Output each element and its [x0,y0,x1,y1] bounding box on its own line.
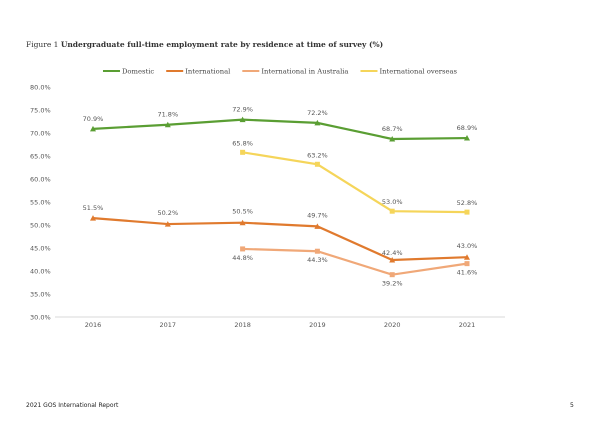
x-tick-label: 2018 [234,321,251,329]
y-tick-label: 50.0% [30,222,51,230]
data-point [314,161,320,167]
data-label: 39.2% [382,280,403,288]
data-label: 44.8% [232,254,253,262]
y-tick-label: 70.0% [30,130,51,138]
data-point [314,223,321,229]
data-point [240,246,246,252]
data-point [239,116,246,123]
data-point [389,135,396,142]
data-point [389,256,396,263]
data-label: 43.0% [457,242,478,250]
y-tick-label: 30.0% [30,314,51,322]
data-point [90,215,96,221]
data-label: 65.8% [232,139,253,147]
data-point [90,125,96,132]
figure-label: Figure 1 [26,40,59,49]
legend-label: Domestic [122,68,154,76]
data-point [314,248,320,254]
data-point [464,209,470,215]
data-label: 71.8% [157,111,178,119]
data-label: 70.9% [83,115,104,123]
y-tick-label: 65.0% [30,153,51,161]
data-label: 72.9% [232,106,253,114]
data-label: 44.3% [307,256,328,264]
x-tick-label: 2019 [309,321,326,329]
x-tick-label: 2017 [160,321,177,329]
data-point [314,119,321,126]
data-point [164,121,171,128]
data-label: 51.5% [83,204,104,212]
footer-report-name: 2021 GOS International Report [26,402,119,409]
series-line-international-in-australia [242,247,468,276]
data-label: 63.2% [307,151,328,159]
data-label: 53.0% [382,198,403,206]
y-tick-label: 40.0% [30,268,51,276]
data-point [389,272,395,278]
x-tick-label: 2021 [459,321,476,329]
data-label: 72.2% [307,109,328,117]
line-chart: 30.0% 35.0% 40.0% 45.0% 50.0% 55.0% 60.0% 65.0%… [30,68,505,329]
legend-label: International overseas [380,68,458,76]
data-point [239,219,246,226]
legend-label: International in Australia [261,68,348,76]
y-tick-label: 45.0% [30,245,51,253]
page-number: 5 [570,402,574,409]
data-label: 50.5% [232,208,253,216]
data-label: 42.4% [382,249,403,257]
data-point [464,261,470,267]
x-tick-label: 2020 [384,321,401,329]
x-tick-label: 2016 [85,321,102,329]
y-tick-label: 80.0% [30,84,51,92]
data-label: 50.2% [157,209,178,217]
legend-label: International [185,68,230,76]
data-label: 49.7% [307,211,328,219]
data-point [464,135,470,141]
data-label: 68.9% [457,124,478,132]
y-tick-label: 35.0% [30,291,51,299]
data-label: 41.6% [457,269,478,277]
data-label: 68.7% [382,125,403,133]
y-tick-label: 60.0% [30,176,51,184]
data-label: 52.8% [457,199,478,207]
data-point [389,208,395,214]
figure-title-text: Undergraduate full-time employment rate … [60,40,384,49]
y-tick-label: 55.0% [30,199,51,207]
series-line-domestic [92,118,468,141]
data-point [464,254,470,260]
figure-title: Figure 1 Undergraduate full-time employm… [26,40,383,49]
series-line-international-overseas [242,151,468,214]
series-line-international [92,217,468,262]
data-point [240,149,246,155]
y-tick-label: 75.0% [30,107,51,115]
data-point [164,221,171,227]
